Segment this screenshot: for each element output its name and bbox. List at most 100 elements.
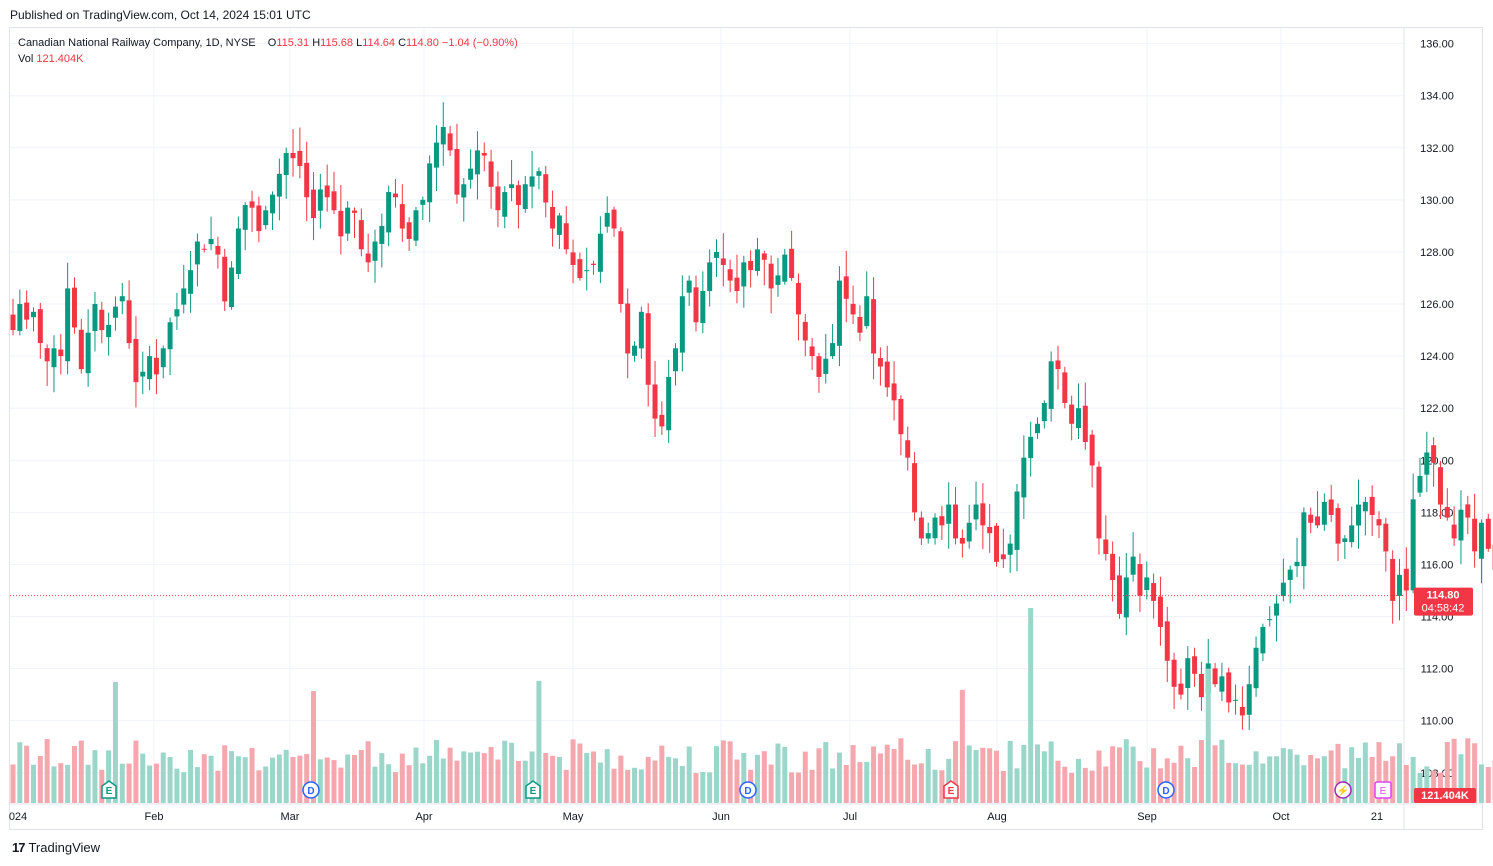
candle-body[interactable] <box>112 306 118 318</box>
candle-body[interactable] <box>58 349 64 357</box>
candle-body[interactable] <box>673 348 679 372</box>
candle-body[interactable] <box>495 186 501 211</box>
candle-body[interactable] <box>242 205 248 230</box>
candle-body[interactable] <box>1233 699 1239 701</box>
candle-body[interactable] <box>679 296 685 353</box>
candle-body[interactable] <box>119 296 125 302</box>
dividend-marker-icon[interactable] <box>739 781 757 799</box>
candle-body[interactable] <box>1349 525 1355 543</box>
candle-body[interactable] <box>1431 445 1437 463</box>
candle-body[interactable] <box>133 338 139 383</box>
candle-body[interactable] <box>966 522 972 542</box>
candle-body[interactable] <box>468 168 474 180</box>
candle-body[interactable] <box>1478 522 1484 559</box>
candle-body[interactable] <box>181 288 187 305</box>
earnings-marker-icon[interactable] <box>525 780 541 799</box>
candle-body[interactable] <box>317 189 323 211</box>
candle-body[interactable] <box>563 223 569 250</box>
candle-body[interactable] <box>1185 658 1191 688</box>
candle-body[interactable] <box>222 256 228 302</box>
candle-body[interactable] <box>693 287 699 323</box>
candle-body[interactable] <box>420 199 426 205</box>
candle-body[interactable] <box>502 192 508 217</box>
candle-body[interactable] <box>953 504 959 539</box>
candle-body[interactable] <box>126 300 132 344</box>
candle-body[interactable] <box>358 220 364 250</box>
candle-body[interactable] <box>1014 491 1020 550</box>
candle-body[interactable] <box>10 314 16 331</box>
candle-body[interactable] <box>399 204 405 229</box>
candle-body[interactable] <box>1103 539 1109 555</box>
candle-body[interactable] <box>1048 361 1054 409</box>
candle-body[interactable] <box>1328 499 1334 515</box>
candle-body[interactable] <box>283 152 289 176</box>
candle-body[interactable] <box>741 262 747 287</box>
candle-body[interactable] <box>816 356 822 377</box>
candle-body[interactable] <box>987 526 993 534</box>
candle-body[interactable] <box>1396 574 1402 596</box>
candle-body[interactable] <box>836 280 842 346</box>
candle-body[interactable] <box>167 322 173 350</box>
candle-body[interactable] <box>1315 516 1321 526</box>
candle-body[interactable] <box>1342 538 1348 543</box>
candle-body[interactable] <box>92 304 98 332</box>
candle-body[interactable] <box>30 311 36 318</box>
candle-body[interactable] <box>843 276 849 299</box>
candle-body[interactable] <box>925 533 931 539</box>
candle-body[interactable] <box>959 537 965 544</box>
candle-body[interactable] <box>345 207 351 234</box>
candle-body[interactable] <box>454 149 460 195</box>
candle-body[interactable] <box>379 225 385 244</box>
candle-body[interactable] <box>153 357 159 375</box>
candle-body[interactable] <box>44 348 50 362</box>
candle-body[interactable] <box>1410 499 1416 591</box>
candle-body[interactable] <box>208 238 214 245</box>
candle-body[interactable] <box>515 185 521 206</box>
candle-body[interactable] <box>51 348 57 368</box>
candle-body[interactable] <box>1356 504 1362 526</box>
candle-body[interactable] <box>304 162 310 198</box>
candle-body[interactable] <box>584 270 590 272</box>
candle-body[interactable] <box>638 311 644 349</box>
candle-body[interactable] <box>1178 683 1184 695</box>
candle-body[interactable] <box>1192 656 1198 674</box>
candle-body[interactable] <box>748 260 754 271</box>
candle-body[interactable] <box>932 517 938 539</box>
candle-body[interactable] <box>618 231 624 305</box>
candle-body[interactable] <box>802 321 808 341</box>
candle-body[interactable] <box>406 222 412 239</box>
dividend-marker-icon[interactable] <box>1157 781 1175 799</box>
candle-body[interactable] <box>365 253 371 263</box>
candle-body[interactable] <box>604 212 610 227</box>
candle-body[interactable] <box>1458 509 1464 541</box>
candle-body[interactable] <box>140 371 146 377</box>
candle-body[interactable] <box>1110 553 1116 581</box>
candle-body[interactable] <box>1062 372 1068 403</box>
candle-body[interactable] <box>1069 404 1075 424</box>
candle-body[interactable] <box>761 253 767 260</box>
candle-body[interactable] <box>659 414 665 427</box>
candle-body[interactable] <box>99 309 105 331</box>
candle-body[interactable] <box>1226 672 1232 703</box>
candle-body[interactable] <box>174 309 180 317</box>
footer-brand[interactable]: 17 TradingView <box>12 840 100 855</box>
candle-body[interactable] <box>1041 402 1047 422</box>
candle-body[interactable] <box>1253 647 1259 689</box>
candle-body[interactable] <box>440 126 446 145</box>
candle-body[interactable] <box>1116 575 1122 614</box>
candle-body[interactable] <box>1219 676 1225 692</box>
candle-body[interactable] <box>1321 501 1327 525</box>
candle-body[interactable] <box>324 185 330 198</box>
candle-body[interactable] <box>686 280 692 293</box>
candle-body[interactable] <box>447 133 453 151</box>
candle-body[interactable] <box>160 348 166 368</box>
candle-body[interactable] <box>37 309 43 344</box>
candle-body[interactable] <box>1246 684 1252 715</box>
candle-body[interactable] <box>270 194 276 214</box>
candle-body[interactable] <box>1424 452 1430 475</box>
candle-body[interactable] <box>700 291 706 324</box>
candle-body[interactable] <box>392 193 398 198</box>
candle-body[interactable] <box>550 206 556 229</box>
candle-body[interactable] <box>1294 561 1300 567</box>
